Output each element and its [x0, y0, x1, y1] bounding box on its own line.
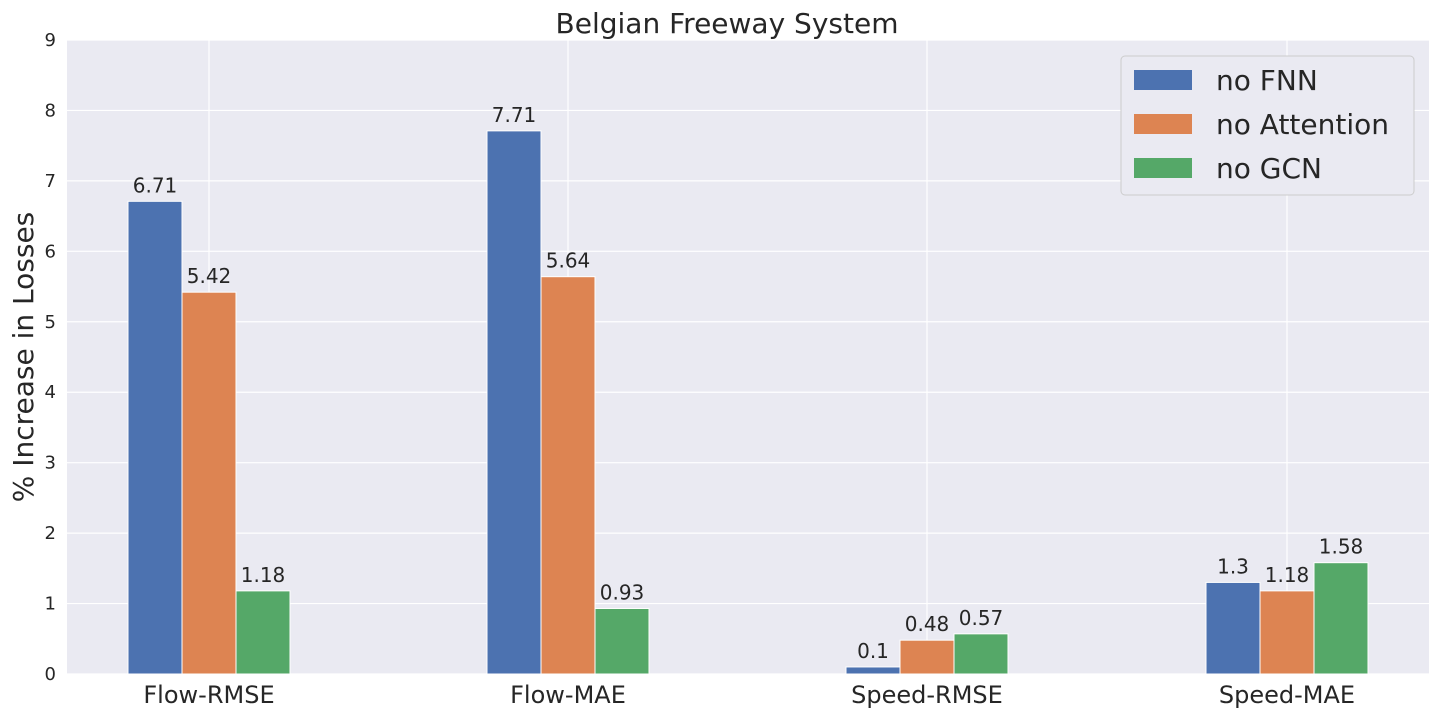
y-tick-label: 8 — [45, 100, 56, 121]
bars — [127, 130, 1369, 675]
legend-swatch — [1134, 114, 1192, 134]
bar — [1259, 590, 1315, 675]
y-tick-label: 5 — [45, 312, 56, 333]
y-tick-label: 2 — [45, 523, 56, 544]
bar — [1205, 581, 1261, 675]
y-tick-label: 7 — [45, 171, 56, 192]
data-label: 0.57 — [959, 606, 1004, 630]
data-label: 1.58 — [1319, 535, 1364, 559]
x-tick-label: Flow-MAE — [510, 681, 626, 709]
data-label: 0.93 — [600, 580, 645, 604]
y-tick-label: 6 — [45, 241, 56, 262]
x-tick-labels: Flow-RMSE Flow-MAE Speed-RMSE Speed-MAE — [143, 681, 1355, 709]
bar — [1313, 562, 1369, 675]
y-tick-label: 9 — [45, 30, 56, 51]
bar — [235, 590, 291, 675]
bar — [127, 200, 183, 675]
bar — [181, 291, 237, 675]
y-tick-labels: 0 1 2 3 4 5 6 7 8 9 — [45, 30, 56, 685]
data-label: 1.18 — [241, 563, 286, 587]
bar — [845, 666, 901, 675]
x-tick-label: Speed-RMSE — [851, 681, 1003, 709]
data-label: 5.64 — [546, 249, 591, 273]
y-tick-label: 4 — [45, 382, 56, 403]
data-label: 5.42 — [187, 264, 232, 288]
data-label: 1.3 — [1217, 554, 1249, 578]
legend-swatch — [1134, 158, 1192, 178]
bar — [594, 607, 650, 675]
y-tick-label: 0 — [45, 664, 56, 685]
data-label: 7.71 — [492, 103, 537, 127]
y-tick-label: 3 — [45, 453, 56, 474]
legend-swatch — [1134, 70, 1192, 90]
data-label: 0.1 — [857, 639, 889, 663]
legend-frame — [1120, 55, 1415, 196]
bar — [540, 276, 596, 675]
y-axis-label: % Increase in Losses — [7, 212, 40, 503]
data-label: 6.71 — [133, 173, 178, 197]
legend-label: no GCN — [1216, 152, 1322, 185]
chart-title: Belgian Freeway System — [556, 7, 899, 40]
bar — [486, 130, 542, 675]
data-labels: 6.71 7.71 0.1 1.3 5.42 5.64 0.48 1.18 1.18 0.93 0.… — [133, 103, 1364, 663]
data-label: 1.18 — [1265, 563, 1310, 587]
legend-label: no Attention — [1216, 108, 1389, 141]
x-tick-label: Flow-RMSE — [143, 681, 274, 709]
x-tick-label: Speed-MAE — [1219, 681, 1355, 709]
bar — [899, 639, 955, 675]
legend-label: no FNN — [1216, 64, 1318, 97]
y-tick-label: 1 — [45, 594, 56, 615]
data-label: 0.48 — [905, 612, 950, 636]
legend: no FNN no Attention no GCN — [1120, 55, 1415, 196]
bar — [953, 633, 1009, 675]
